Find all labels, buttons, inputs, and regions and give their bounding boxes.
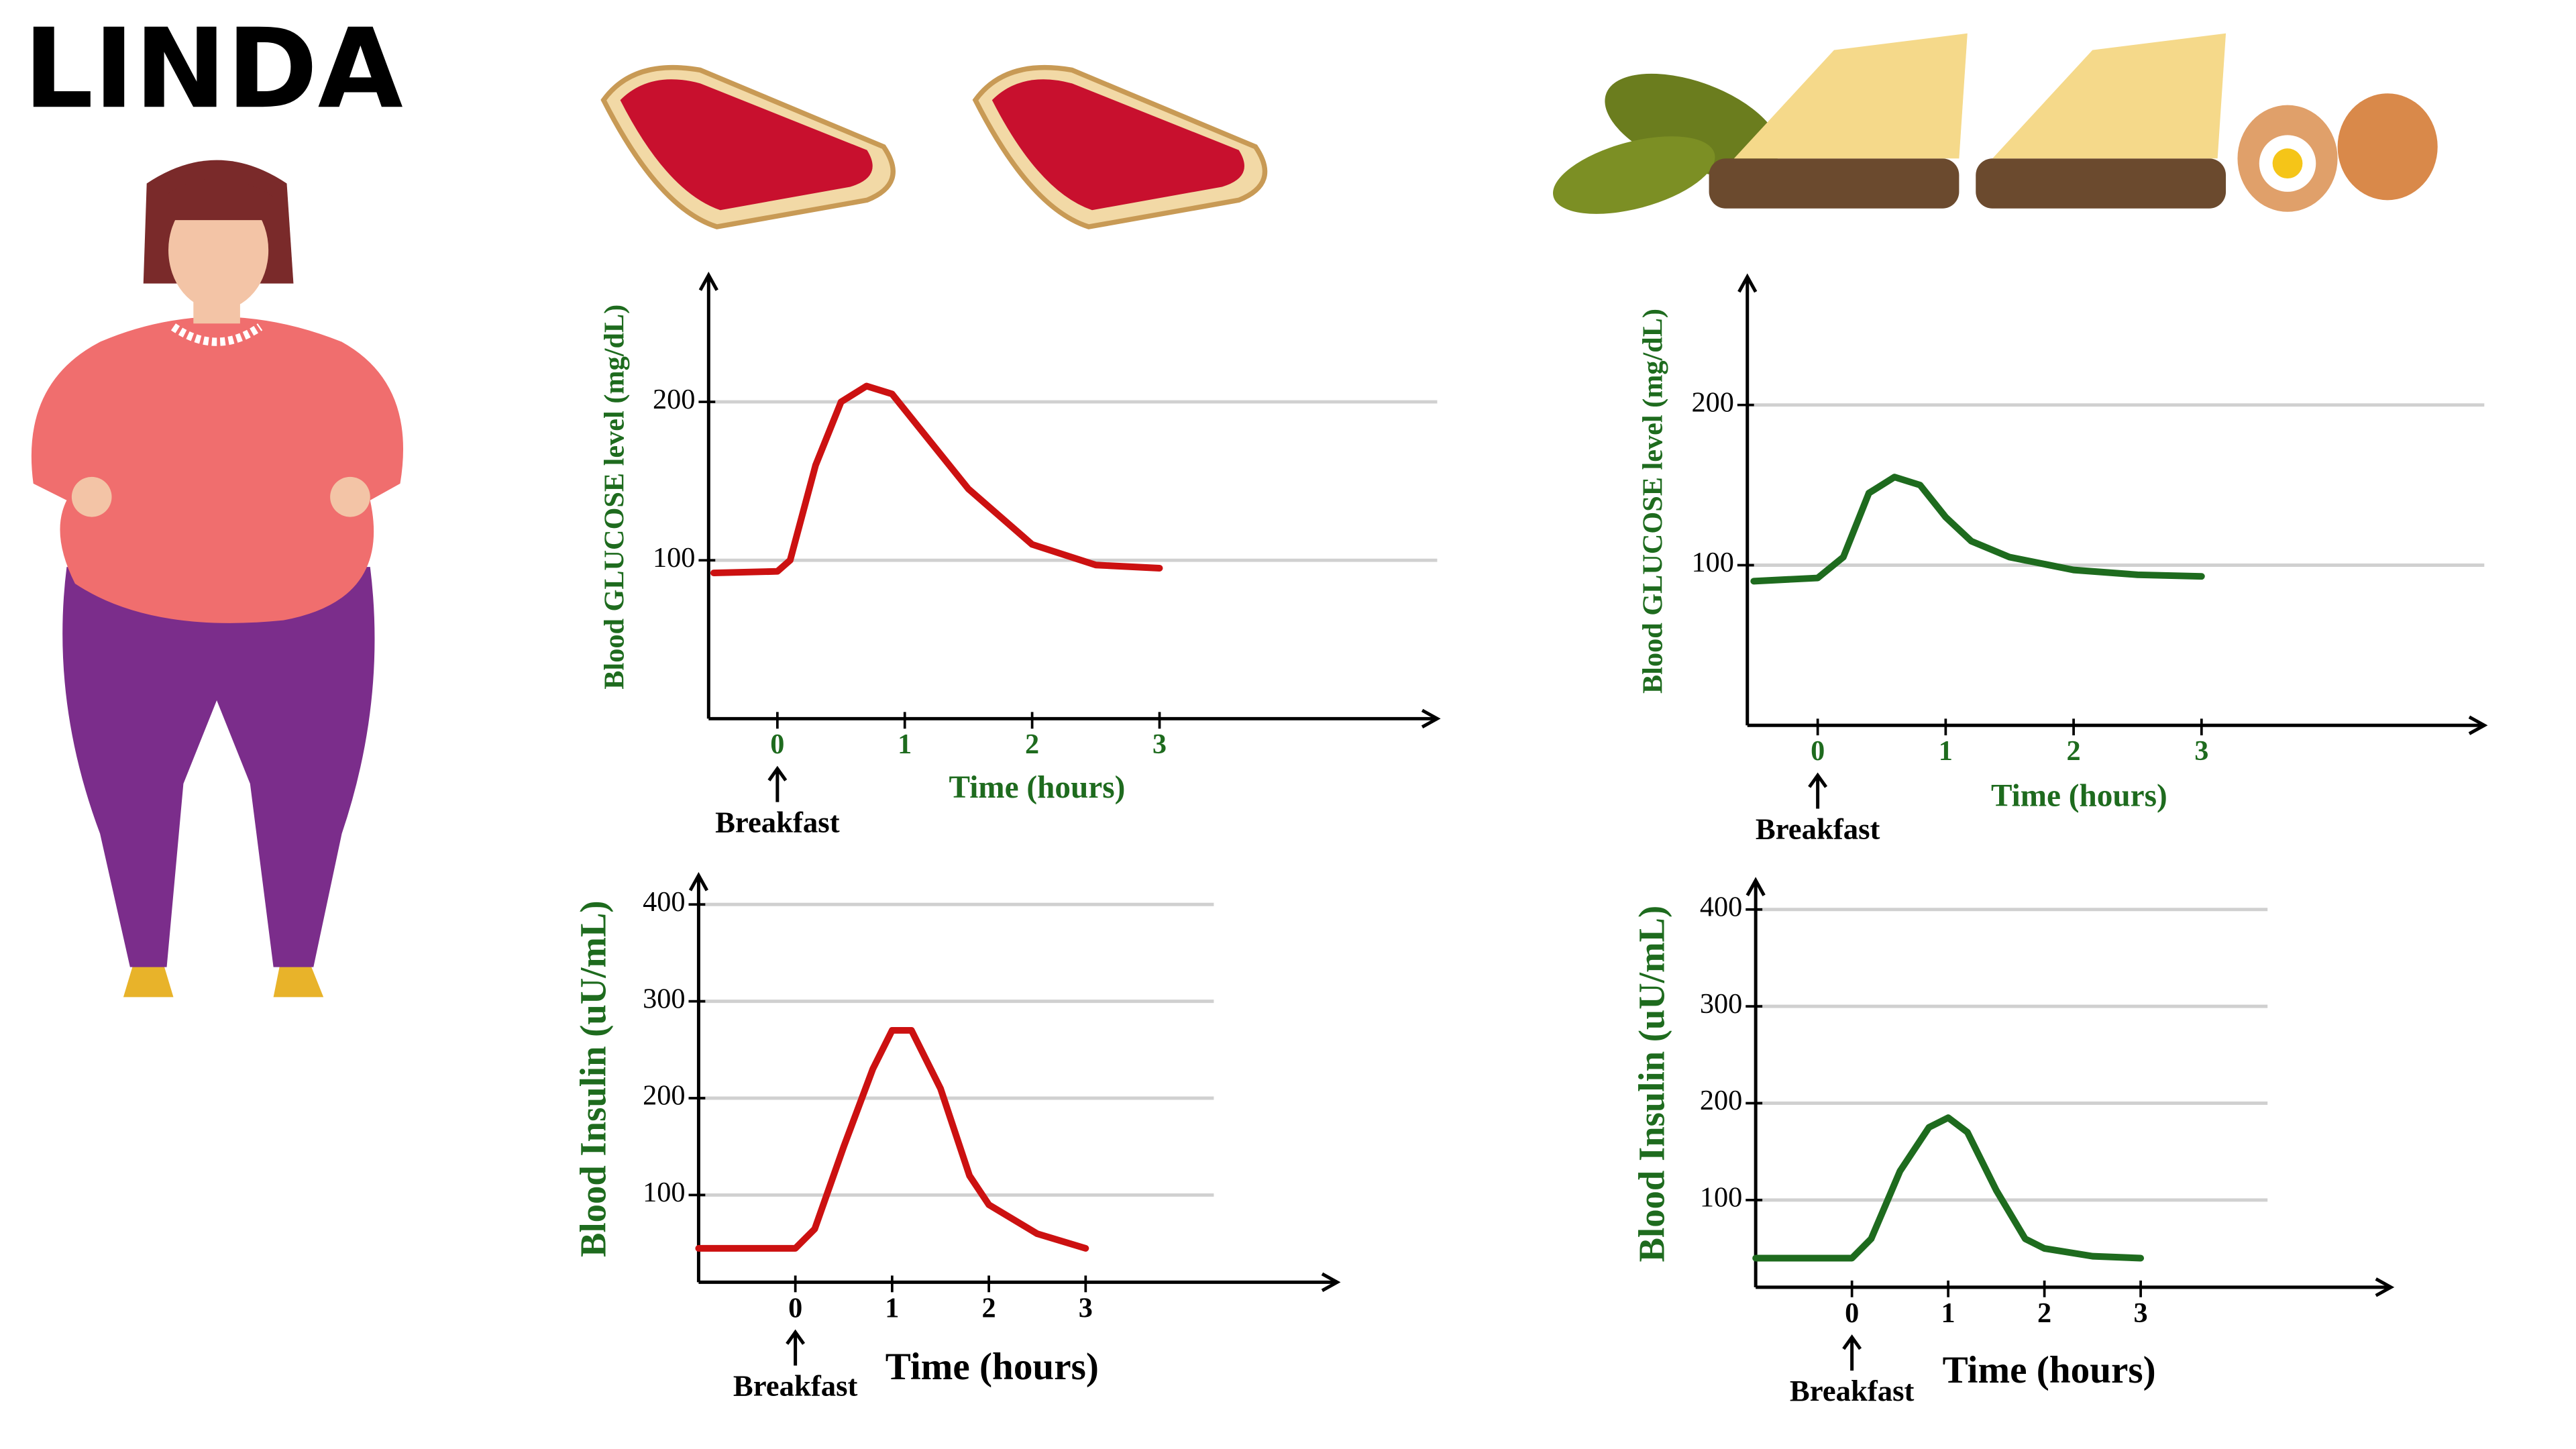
breakfast-arrow [1842, 1334, 1862, 1371]
x-tick-label: 0 [788, 1292, 802, 1324]
x-axis-label: Time (hours) [949, 770, 1126, 805]
x-tick-label: 2 [2067, 735, 2081, 767]
data-line [1750, 474, 2205, 585]
x-axis-label: Time (hours) [1943, 1349, 2156, 1391]
y-tick-label: 200 [643, 1080, 685, 1112]
x-tick-label: 3 [1079, 1292, 1093, 1324]
x-axis-label: Time (hours) [1991, 778, 2167, 813]
y-tick-label: 200 [653, 384, 695, 415]
data-line [1752, 1114, 2145, 1262]
y-axis-arrow [688, 871, 708, 892]
breakfast-arrow [786, 1329, 806, 1366]
data-line [710, 382, 1163, 577]
y-axis-label: Blood GLUCOSE level (mg/dL) [1638, 309, 1669, 694]
y-tick-label: 200 [1700, 1085, 1742, 1116]
x-axis-label: Time (hours) [885, 1346, 1099, 1388]
x-axis-arrow [2375, 1277, 2395, 1297]
x-axis-arrow [2468, 715, 2488, 735]
y-axis-arrow [698, 272, 718, 291]
x-axis-arrow [1421, 708, 1441, 729]
x-tick-label: 1 [885, 1292, 899, 1324]
y-axis-arrow [1737, 273, 1758, 293]
y-tick-label: 400 [1700, 891, 1742, 922]
annotation: Breakfast [1790, 1374, 1915, 1407]
x-tick-label: 2 [982, 1292, 996, 1324]
x-tick-label: 3 [1152, 729, 1167, 760]
y-axis-label: Blood Insulin (uU/mL) [572, 900, 613, 1257]
y-axis-arrow [1746, 877, 1766, 896]
annotation: Breakfast [733, 1369, 858, 1403]
x-tick-label: 1 [898, 729, 912, 760]
cheese-sandwich-illustrations [1553, 33, 2438, 214]
x-tick-label: 2 [2037, 1297, 2051, 1329]
x-tick-label: 3 [2194, 735, 2208, 767]
data-line [695, 1026, 1089, 1252]
x-tick-label: 0 [770, 729, 784, 760]
y-tick-label: 300 [1700, 988, 1742, 1020]
y-axis-label: Blood Insulin (uU/mL) [1631, 906, 1672, 1263]
x-axis-arrow [1321, 1272, 1341, 1292]
y-tick-label: 400 [643, 886, 685, 918]
x-tick-label: 2 [1025, 729, 1039, 760]
y-tick-label: 100 [643, 1177, 685, 1208]
x-tick-label: 1 [1939, 735, 1953, 767]
jam-toast-illustrations [600, 64, 1268, 229]
breakfast-arrow [1808, 772, 1828, 809]
woman-illustration [31, 160, 404, 998]
y-tick-label: 100 [1691, 547, 1733, 578]
y-tick-label: 300 [643, 983, 685, 1014]
x-tick-label: 1 [1941, 1297, 1955, 1329]
y-tick-label: 100 [653, 542, 695, 574]
annotation: Breakfast [715, 806, 840, 839]
x-tick-label: 0 [1845, 1297, 1859, 1329]
x-tick-label: 0 [1811, 735, 1825, 767]
y-axis-label: Blood GLUCOSE level (mg/dL) [598, 305, 630, 690]
y-tick-label: 100 [1700, 1182, 1742, 1214]
breakfast-arrow [767, 765, 788, 802]
y-tick-label: 200 [1691, 386, 1733, 418]
annotation: Breakfast [1756, 812, 1880, 846]
person-name: LINDA [23, 5, 403, 133]
x-tick-label: 3 [2134, 1297, 2148, 1329]
